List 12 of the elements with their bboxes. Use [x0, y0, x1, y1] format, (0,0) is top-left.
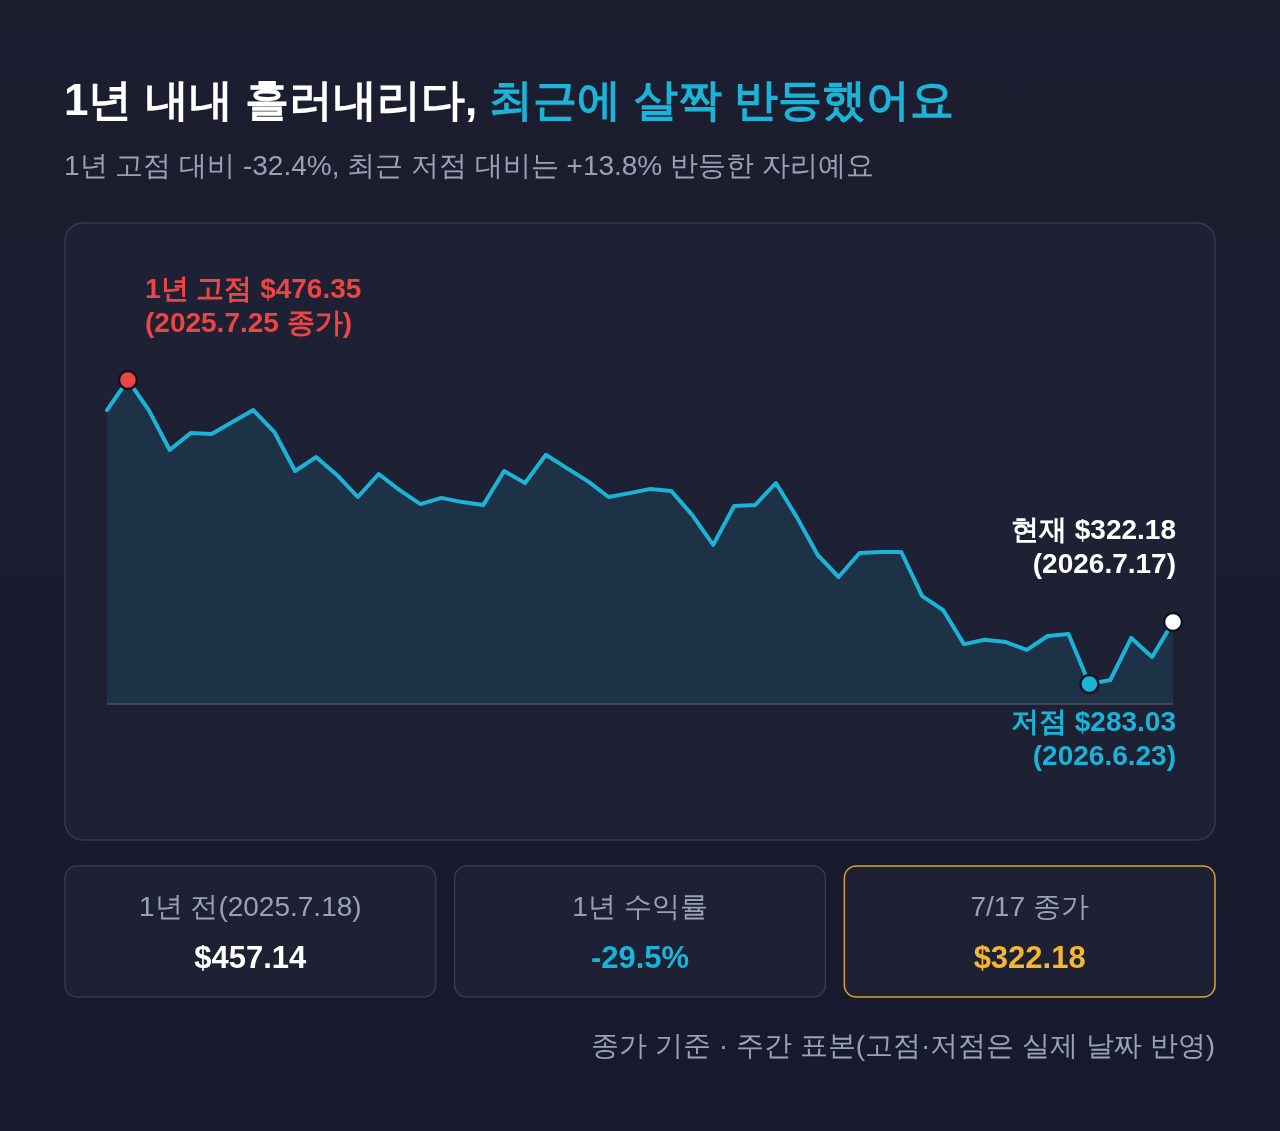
- text: 1년 전(2025.7.18): [139, 891, 362, 922]
- text: 종가 기준 · 주간 표본(고점·저점은 실제 날짜 반영): [591, 1030, 1215, 1061]
- text: $457.14: [194, 940, 308, 975]
- text: 1년 고점 $476.35 (2025.7.25 종가): [145, 273, 362, 338]
- annotation: 현재 $322.18 (2026.7.17): [1011, 514, 1176, 580]
- text: $322.18: [973, 940, 1086, 975]
- text: -29.5%: [590, 940, 690, 975]
- chart-title: 1년 내내 흘러내리다, 최근에 살짝 반등했어요: [64, 75, 954, 124]
- text: 1년 수익률: [572, 891, 708, 922]
- text: 저점 $283.03 (2026.6.23): [1011, 705, 1176, 771]
- chart-subtitle: 1년 고점 대비 -32.4%, 최근 저점 대비는 +13.8% 반등한 자리예요: [64, 150, 874, 181]
- text: 7/17 종가: [970, 891, 1089, 922]
